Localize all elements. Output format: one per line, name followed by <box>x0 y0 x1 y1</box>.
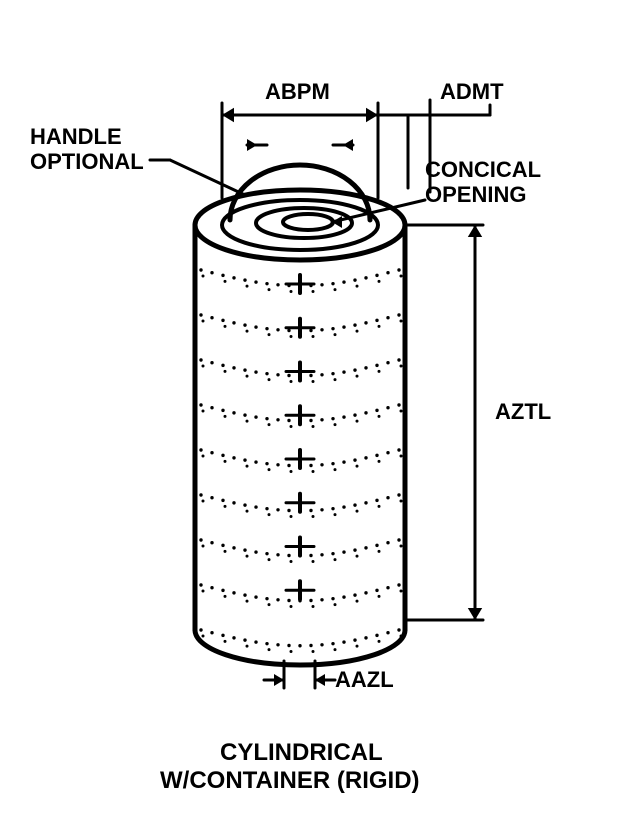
diagram-svg <box>0 0 630 840</box>
diagram-canvas: ABPM ADMT HANDLE OPTIONAL CONCICAL OPENI… <box>0 0 630 840</box>
